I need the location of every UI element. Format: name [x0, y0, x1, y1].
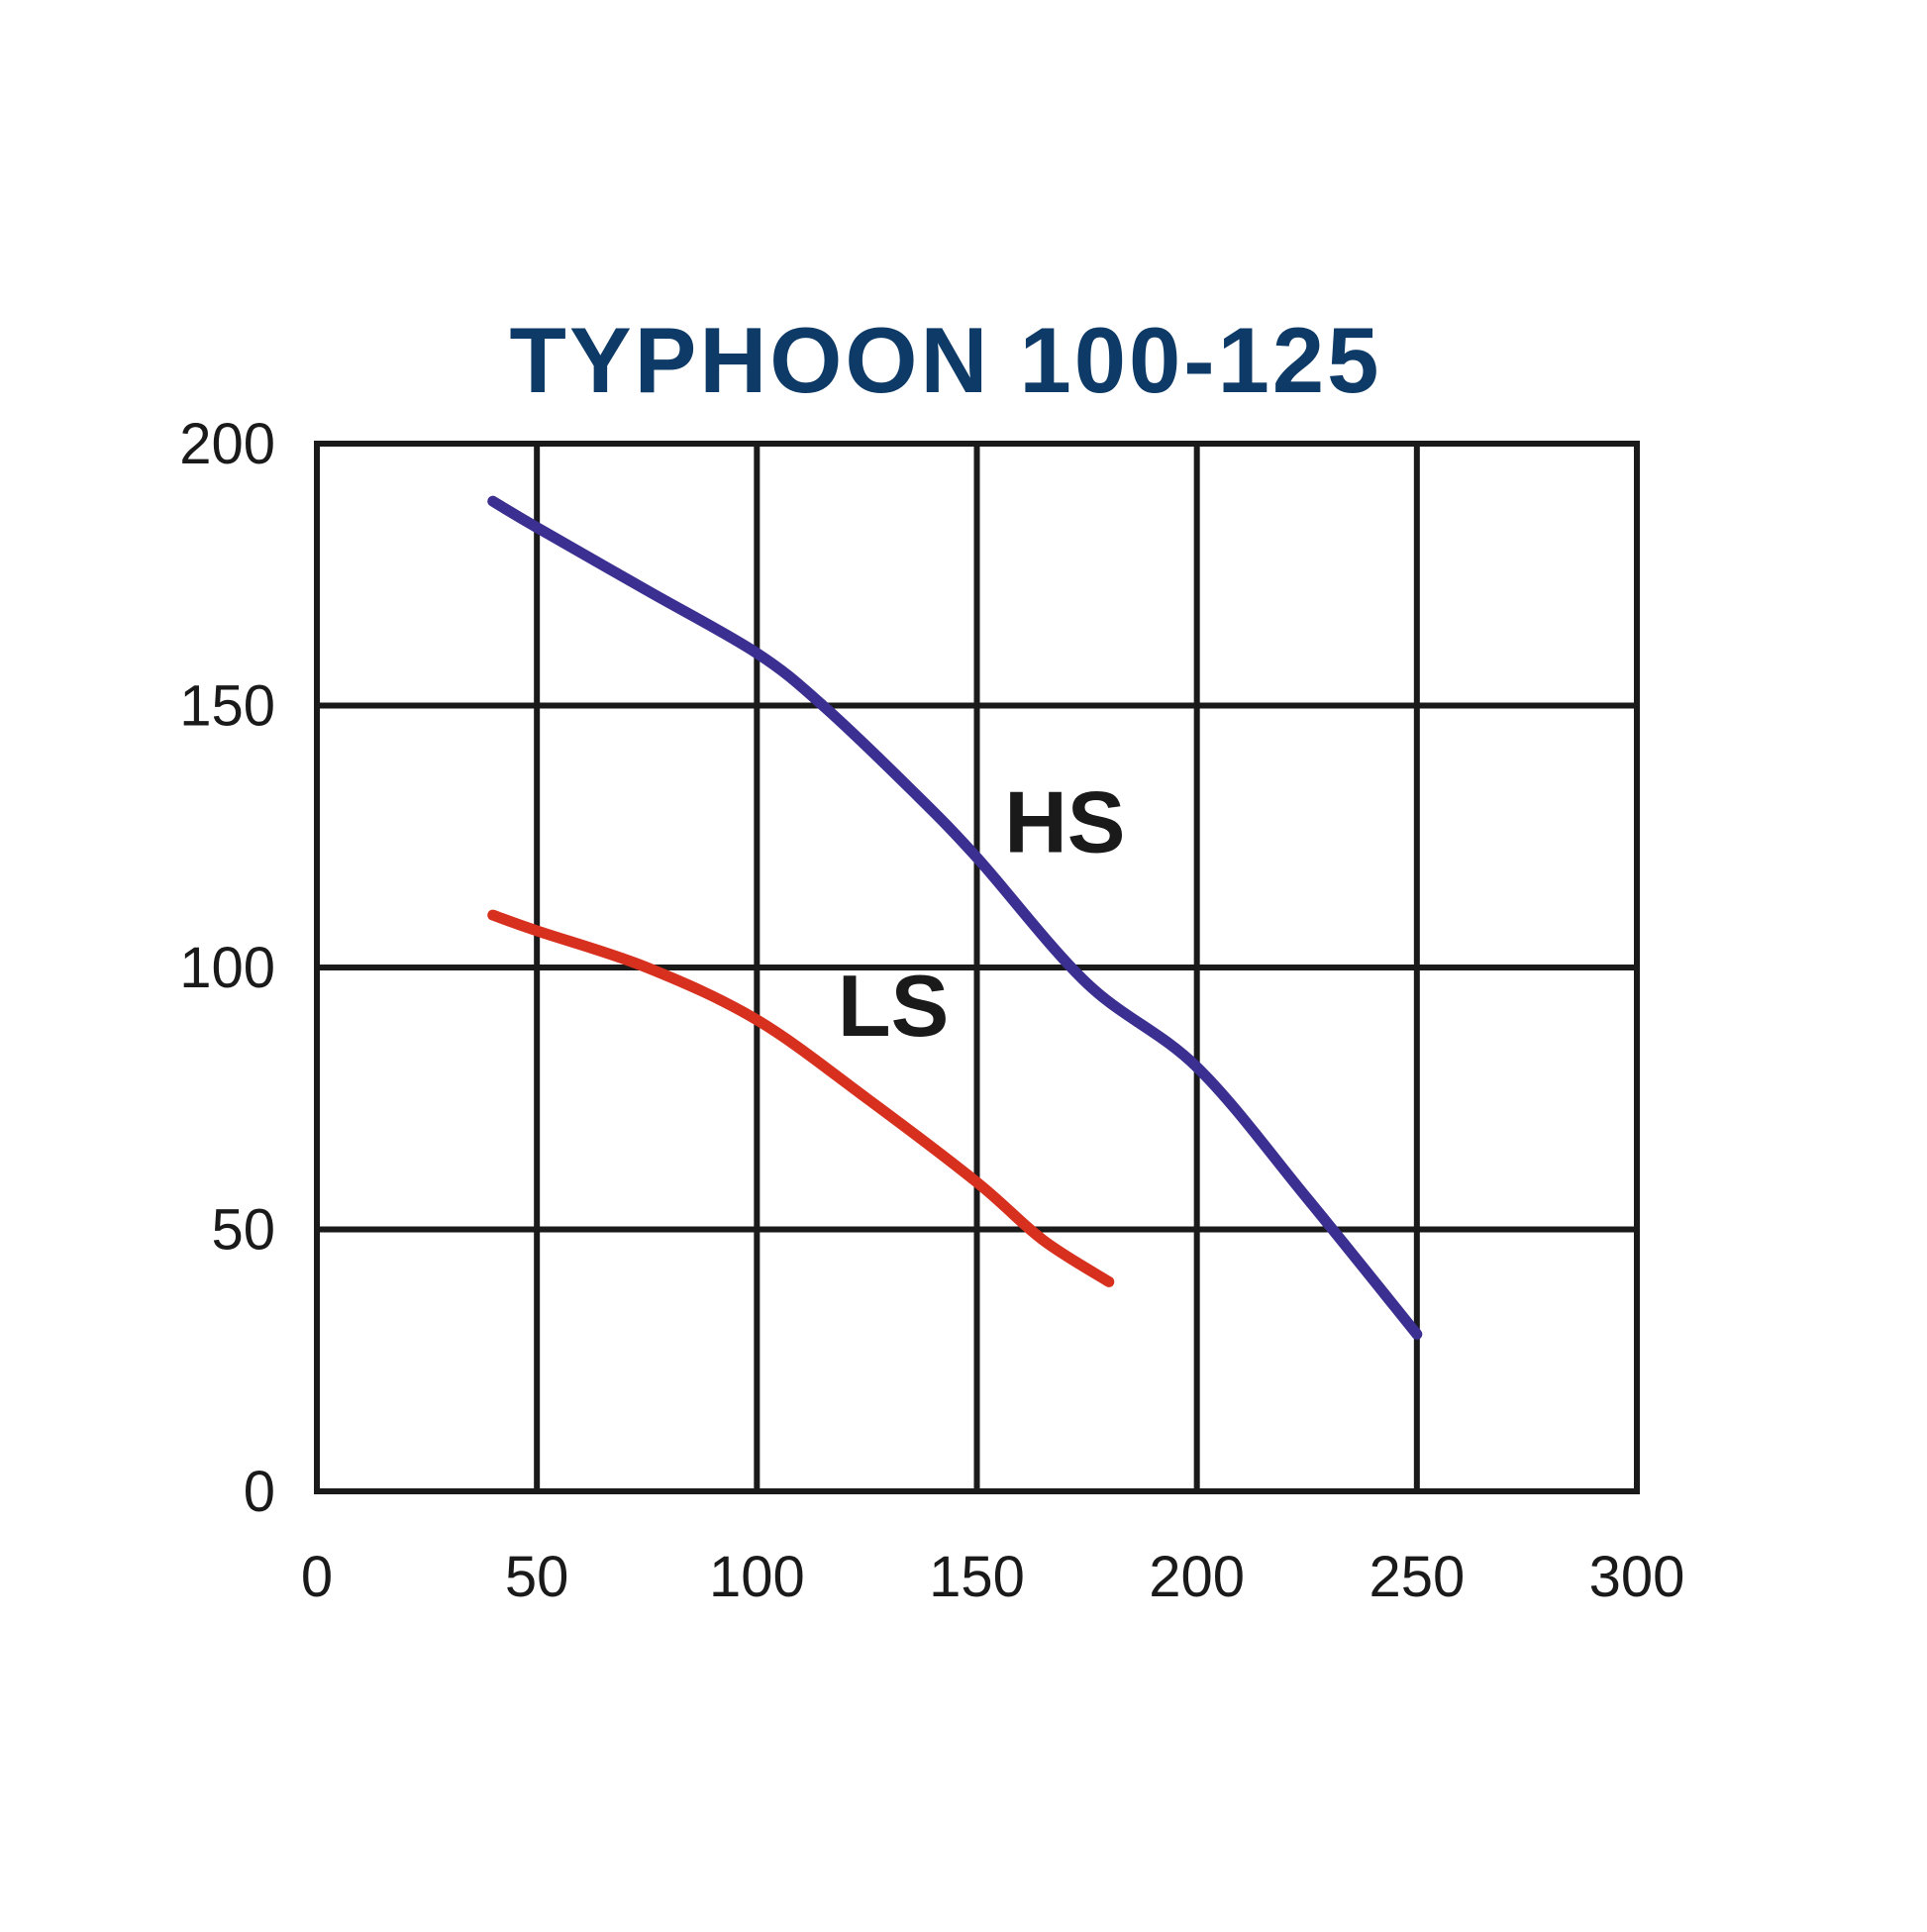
y-tick-label: 100: [179, 936, 275, 1000]
chart-title: TYPHOON 100-125: [510, 308, 1382, 412]
y-tick-label: 150: [179, 674, 275, 739]
x-tick-label: 0: [301, 1545, 333, 1609]
series-label-ls: LS: [838, 957, 949, 1055]
x-tick-label: 150: [929, 1545, 1025, 1609]
y-axis-ticks: 0 50 100 150 200: [179, 412, 275, 1524]
series-lines: [487, 495, 1423, 1340]
series-labels: HS LS: [838, 773, 1126, 1055]
grid: [314, 441, 1640, 1494]
y-tick-label: 200: [179, 412, 275, 476]
x-axis-ticks: 0 50 100 150 200 250 300: [301, 1545, 1685, 1609]
y-tick-label: 0: [244, 1460, 275, 1524]
x-tick-label: 100: [709, 1545, 805, 1609]
y-tick-label: 50: [211, 1198, 275, 1263]
x-tick-label: 250: [1369, 1545, 1465, 1609]
x-tick-label: 200: [1149, 1545, 1245, 1609]
series-line-hs: [487, 495, 1423, 1340]
series-line-ls: [487, 909, 1115, 1287]
x-tick-label: 50: [505, 1545, 569, 1609]
x-tick-label: 300: [1589, 1545, 1685, 1609]
series-label-hs: HS: [1004, 773, 1125, 871]
